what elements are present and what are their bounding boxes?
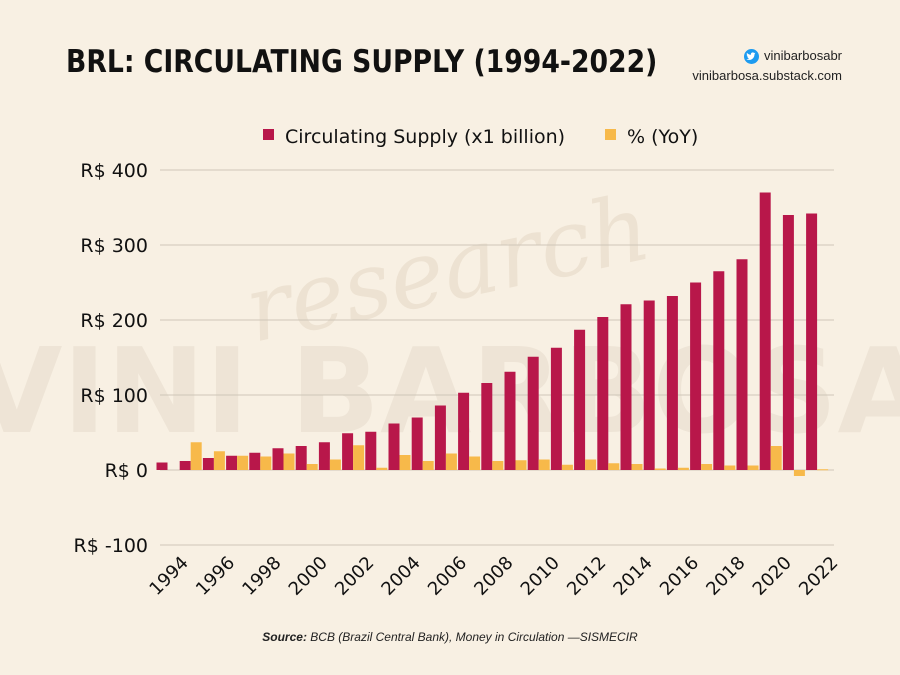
source-note: Source: BCB (Brazil Central Bank), Money… bbox=[0, 630, 900, 644]
yoy-bar-2011 bbox=[561, 464, 573, 470]
supply-bar-2019 bbox=[736, 259, 748, 470]
x-tick-label: 2008 bbox=[470, 552, 517, 599]
supply-bar-2012 bbox=[574, 329, 586, 470]
x-tick-label: 2000 bbox=[285, 552, 332, 599]
supply-bar-1995 bbox=[179, 461, 191, 470]
x-tick-label: 2012 bbox=[563, 552, 610, 599]
supply-bar-1997 bbox=[226, 455, 238, 470]
yoy-bar-2009 bbox=[515, 460, 527, 470]
y-tick-label: R$ 200 bbox=[80, 310, 148, 332]
yoy-bar-2017 bbox=[701, 464, 713, 470]
x-tick-label: 1994 bbox=[145, 552, 192, 599]
supply-bar-2013 bbox=[597, 317, 609, 470]
twitter-row: vinibarbosabr bbox=[692, 46, 842, 66]
y-axis: R$ -100 R$ 0 R$ 100 R$ 200 R$ 300 R$ 400 bbox=[74, 160, 148, 557]
twitter-icon bbox=[743, 48, 759, 64]
supply-bar-2017 bbox=[690, 282, 702, 470]
supply-bar-2002 bbox=[342, 433, 354, 470]
supply-bar-2004 bbox=[388, 423, 400, 470]
chart-title: BRL: CIRCULATING SUPPLY (1994-2022) bbox=[66, 44, 658, 80]
y-tick-label: R$ 100 bbox=[80, 385, 148, 407]
supply-bar-2007 bbox=[458, 392, 470, 470]
website-link[interactable]: vinibarbosa.substack.com bbox=[692, 68, 842, 83]
twitter-handle[interactable]: vinibarbosabr bbox=[763, 48, 842, 63]
legend: Circulating Supply (x1 billion) % (YoY) bbox=[263, 126, 698, 148]
supply-bar-2020 bbox=[759, 192, 771, 470]
supply-bar-1999 bbox=[272, 448, 284, 470]
yoy-bars bbox=[190, 442, 829, 476]
yoy-bar-2005 bbox=[422, 461, 434, 470]
supply-bar-2005 bbox=[411, 417, 423, 470]
yoy-bar-1998 bbox=[260, 456, 272, 470]
supply-bar-2021 bbox=[782, 215, 794, 470]
yoy-bar-1999 bbox=[283, 453, 295, 470]
yoy-bar-2018 bbox=[724, 465, 736, 470]
x-tick-label: 2018 bbox=[702, 552, 749, 599]
supply-bar-2009 bbox=[504, 371, 516, 470]
x-tick-label: 2022 bbox=[795, 552, 842, 599]
y-tick-label: R$ 400 bbox=[80, 160, 148, 182]
supply-bar-1998 bbox=[249, 452, 261, 470]
yoy-bar-2007 bbox=[469, 456, 481, 470]
x-tick-label: 2014 bbox=[609, 552, 656, 599]
supply-bars bbox=[156, 192, 818, 470]
y-tick-label: R$ -100 bbox=[74, 535, 148, 557]
yoy-bar-1996 bbox=[213, 451, 225, 470]
yoy-bar-2000 bbox=[306, 464, 318, 470]
supply-bar-2018 bbox=[713, 271, 725, 470]
yoy-bar-1997 bbox=[237, 455, 249, 470]
supply-bar-2008 bbox=[481, 383, 493, 470]
legend-swatch-1 bbox=[605, 129, 616, 140]
source-label: Source: bbox=[262, 630, 307, 644]
yoy-bar-2014 bbox=[631, 464, 643, 470]
yoy-bar-2001 bbox=[329, 459, 341, 470]
supply-bar-2006 bbox=[434, 405, 446, 470]
yoy-bar-2021 bbox=[793, 470, 805, 476]
yoy-bar-2008 bbox=[492, 461, 504, 470]
yoy-bar-2016 bbox=[677, 467, 689, 470]
x-tick-label: 2020 bbox=[749, 552, 796, 599]
yoy-bar-2010 bbox=[538, 459, 550, 470]
y-tick-label: R$ 300 bbox=[80, 235, 148, 257]
yoy-bar-2003 bbox=[376, 467, 388, 470]
yoy-bar-2020 bbox=[770, 446, 782, 470]
x-axis: 1994 1996 1998 2000 2002 2004 2006 2008 2010 2012… bbox=[145, 552, 842, 599]
watermark-vini-barbosa: VINI BARBOSA bbox=[0, 322, 900, 460]
x-tick-label: 2006 bbox=[424, 552, 471, 599]
yoy-bar-1995 bbox=[190, 442, 202, 470]
social-links: vinibarbosabr vinibarbosa.substack.com bbox=[692, 46, 842, 86]
yoy-bar-2012 bbox=[585, 459, 597, 470]
yoy-bar-2004 bbox=[399, 455, 411, 470]
y-tick-label: R$ 0 bbox=[105, 460, 148, 482]
yoy-bar-2019 bbox=[747, 465, 759, 470]
supply-bar-2014 bbox=[620, 304, 632, 470]
supply-bar-1994 bbox=[156, 462, 168, 470]
supply-bar-2010 bbox=[527, 356, 539, 470]
x-tick-label: 2002 bbox=[331, 552, 378, 599]
supply-bar-2001 bbox=[318, 442, 330, 470]
x-tick-label: 2004 bbox=[377, 552, 424, 599]
x-tick-label: 1996 bbox=[192, 552, 239, 599]
yoy-bar-2013 bbox=[608, 463, 620, 470]
legend-label-0: Circulating Supply (x1 billion) bbox=[285, 126, 565, 148]
yoy-bar-2022 bbox=[817, 469, 829, 471]
supply-bar-2022 bbox=[806, 213, 818, 470]
x-tick-label: 2010 bbox=[517, 552, 564, 599]
x-tick-label: 2016 bbox=[656, 552, 703, 599]
supply-bar-2011 bbox=[550, 347, 562, 470]
supply-bar-2016 bbox=[666, 296, 678, 470]
legend-swatch-0 bbox=[263, 129, 274, 140]
yoy-bar-2015 bbox=[654, 468, 666, 470]
yoy-bar-2006 bbox=[445, 453, 457, 470]
yoy-bar-2002 bbox=[353, 445, 365, 470]
supply-bar-2015 bbox=[643, 300, 655, 470]
legend-label-1: % (YoY) bbox=[627, 126, 698, 148]
supply-bar-2000 bbox=[295, 446, 307, 470]
source-text: BCB (Brazil Central Bank), Money in Circ… bbox=[306, 630, 638, 644]
supply-bar-2003 bbox=[365, 431, 377, 470]
x-tick-label: 1998 bbox=[238, 552, 285, 599]
supply-bar-1996 bbox=[202, 458, 214, 470]
